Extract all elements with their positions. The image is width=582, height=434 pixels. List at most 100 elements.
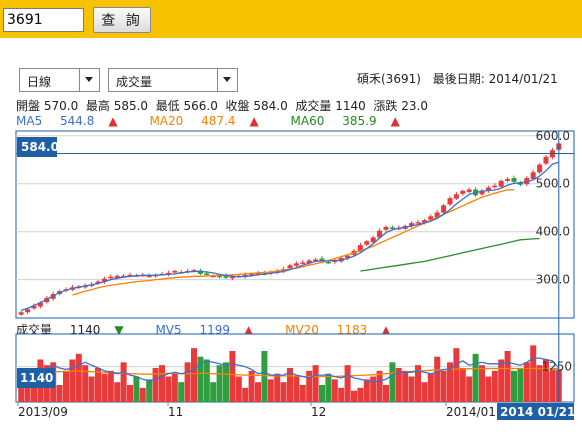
candle-up: [255, 272, 261, 275]
volume-bar-up: [459, 368, 466, 402]
volume-bar-up: [408, 376, 415, 402]
candle-up: [485, 187, 491, 191]
volume-bar-down: [325, 373, 332, 402]
volume-bar-down: [178, 382, 185, 402]
volume-bar-up: [293, 376, 300, 402]
candle-down: [223, 275, 229, 278]
volume-bar-up: [159, 365, 165, 402]
volume-bar-up: [498, 359, 505, 402]
candle-up: [172, 271, 178, 273]
price-panel[interactable]: 300.0 400.0 500.0 600.0 584.0: [15, 129, 575, 319]
candle-up: [101, 278, 107, 283]
ma60-value: 385.9: [342, 114, 377, 128]
mv5-line: [21, 357, 560, 383]
candle-up: [306, 260, 312, 264]
indicator-select-value: 成交量: [116, 75, 153, 89]
volume-bar-up: [357, 387, 364, 402]
candle-up: [421, 220, 427, 223]
volume-bar-up: [127, 385, 133, 402]
volume-panel[interactable]: 1250 1140: [15, 333, 575, 403]
volume-bar-up: [344, 365, 351, 402]
candle-down: [517, 182, 523, 185]
volume-bar-up: [114, 382, 121, 402]
candle-up: [249, 273, 255, 276]
indicator-select-dropdown[interactable]: [217, 69, 237, 91]
volume-bar-up: [229, 351, 236, 402]
volume-bar-up: [485, 376, 492, 402]
volume-bar-down: [261, 351, 268, 402]
volume-bar-up: [171, 373, 178, 402]
ma20-label: MA20: [149, 114, 184, 128]
stock-code-input[interactable]: [3, 8, 84, 32]
volume-bar-down: [472, 353, 479, 402]
volume-bar-up: [101, 373, 108, 402]
volume-bar-up: [24, 379, 31, 402]
high-label: 最高: [85, 99, 110, 113]
price-panel-frame: [15, 130, 575, 319]
candle-up: [210, 275, 216, 278]
date-tick-label: 2013/09: [18, 405, 68, 419]
candle-up: [498, 180, 504, 187]
volume-bar-down: [146, 379, 153, 402]
candle-up: [191, 270, 197, 272]
volume-value: 1140: [335, 99, 366, 113]
volume-bar-up: [402, 370, 409, 402]
candle-up: [114, 275, 120, 278]
volume-bar-up: [69, 359, 76, 402]
candle-up: [377, 230, 383, 238]
volume-bar-up: [306, 370, 313, 402]
volume-bar-up: [56, 385, 63, 402]
volume-bar-up: [152, 368, 159, 402]
volume-bar-up: [434, 356, 441, 402]
candle-up: [383, 226, 389, 230]
candle-up: [537, 164, 543, 173]
candle-up: [453, 194, 459, 199]
candle-up: [300, 262, 306, 264]
query-button[interactable]: 查 詢: [93, 7, 151, 33]
volume-bar-up: [549, 370, 556, 402]
volume-bar-up: [536, 365, 543, 402]
candle-down: [217, 275, 223, 278]
volume-bar-down: [197, 356, 204, 402]
volume-bar-up: [491, 370, 498, 402]
volume-bar-down: [389, 362, 396, 402]
ma60-label: MA60: [290, 114, 325, 128]
period-select[interactable]: 日線: [19, 68, 100, 92]
volume-bar-up: [363, 379, 370, 402]
change-label: 漲跌: [373, 99, 398, 113]
candle-up: [37, 302, 43, 307]
current-price-box: [17, 137, 57, 157]
volume-bar-up: [242, 387, 249, 402]
current-volume-box: [17, 368, 55, 388]
period-select-dropdown[interactable]: [79, 69, 99, 91]
date-tick-label: 2014/01: [446, 405, 496, 419]
last-date: 2014/01/21: [488, 72, 558, 86]
indicator-select[interactable]: 成交量: [108, 68, 238, 92]
chevron-down-icon: [85, 77, 93, 82]
volume-bar-up: [338, 387, 345, 402]
ma-legend: MA5 544.8 ▲ MA20 487.4 ▲ MA60 385.9 ▲: [16, 114, 428, 128]
close-value: 584.0: [253, 99, 288, 113]
volume-bar-up: [18, 382, 25, 402]
period-select-value: 日線: [27, 75, 52, 89]
candle-up: [434, 212, 440, 218]
up-arrow-icon: ▲: [381, 323, 391, 337]
candle-down: [204, 273, 210, 275]
volume-bar-down: [319, 385, 325, 402]
volume-bar-down: [216, 365, 223, 402]
candle-up: [466, 189, 472, 192]
volume-bar-up: [299, 385, 306, 402]
volume-bar-up: [75, 353, 82, 402]
volume-bar-up: [370, 376, 377, 402]
candle-up: [530, 172, 536, 179]
candle-up: [287, 265, 293, 269]
stock-header: 碩禾(3691) 最後日期: 2014/01/21: [357, 70, 558, 87]
candle-up: [25, 309, 31, 313]
volume-bar-up: [287, 368, 293, 402]
candle-up: [428, 216, 434, 220]
candle-up: [357, 245, 363, 252]
volume-bar-up: [191, 348, 197, 402]
volume-bar-up: [88, 376, 95, 402]
price-tick-label: 400.0: [536, 225, 570, 239]
